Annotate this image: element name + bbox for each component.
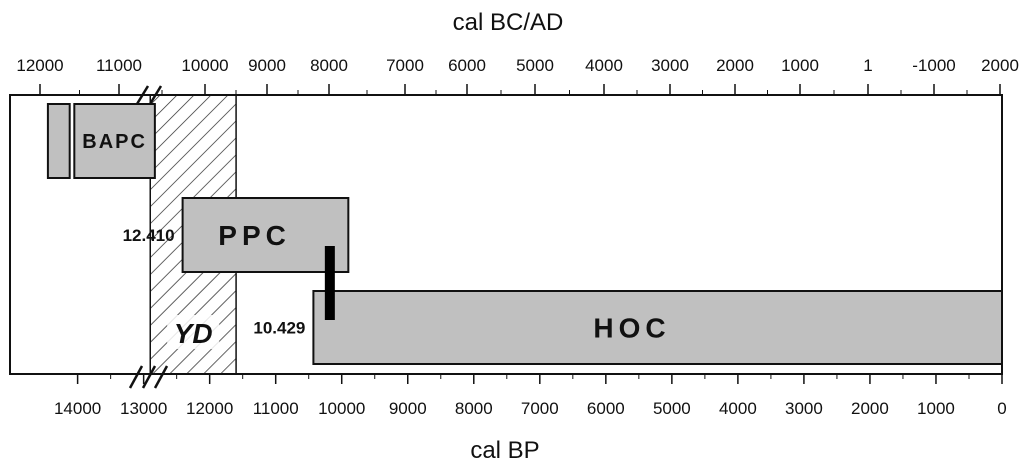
bottom-tick-label: 4000 [719,399,757,418]
period-box-unlabeled [46,103,71,179]
period-label-bapc: BAPC [82,131,147,153]
bottom-tick-label: 2000 [851,399,889,418]
bottom-tick-label: 7000 [521,399,559,418]
yd-label: YD [174,318,213,349]
axis-breaks [128,85,169,389]
axis-break-mark [135,85,150,105]
annotation-label: 10.429 [253,319,305,338]
marker-layer [324,246,335,320]
top-axis: 12000 11000 10000 9000 8000 7000 6000 5000 4000 3… [16,56,1019,95]
bottom-tick-label: 3000 [785,399,823,418]
top-tick-label: 11000 [96,56,142,75]
axis-break-mark [141,365,157,389]
bottom-tick-label: 0 [997,399,1006,418]
period-box-ppc [181,197,350,273]
top-tick-label: 1 [863,56,872,75]
bottom-tick-label: 10000 [318,399,365,418]
top-tick-label: 2000 [981,56,1019,75]
annotation-label: 12.410 [123,226,175,245]
period-box-bapc [73,103,156,179]
bottom-tick-label: 12000 [186,399,233,418]
top-tick-label: 5000 [516,56,554,75]
top-tick-label: 1000 [781,56,819,75]
axis-break-mark [148,85,163,105]
top-tick-label: 6000 [448,56,486,75]
period-boxes: BAPC PPC HOC [46,103,1003,365]
axis-break-mark [153,365,169,389]
top-tick-label: 8000 [310,56,348,75]
top-tick-label: 10000 [181,56,228,75]
period-label-hoc: HOC [593,313,670,344]
bottom-tick-label: 8000 [455,399,493,418]
bottom-tick-label: 5000 [653,399,691,418]
bottom-axis-title: cal BP [470,437,539,464]
axis-break-mark [128,365,144,389]
period-box-hoc [312,290,1003,365]
bottom-tick-label: 13000 [120,399,167,418]
top-tick-label: 12000 [16,56,63,75]
top-tick-label: 3000 [651,56,689,75]
top-tick-label: -1000 [912,56,955,75]
period-label-ppc: PPC [218,220,291,251]
top-tick-label: 4000 [585,56,623,75]
bottom-tick-label: 1000 [917,399,955,418]
event-marker [324,246,335,320]
annotations: 12.410 10.429 [123,226,306,338]
bottom-tick-label: 9000 [389,399,427,418]
yd-label-bg [167,315,220,349]
top-tick-label: 9000 [248,56,286,75]
top-axis-title: cal BC/AD [453,9,564,36]
bottom-tick-label: 14000 [54,399,101,418]
bottom-tick-label: 6000 [587,399,625,418]
bottom-tick-label: 11000 [253,399,299,418]
top-tick-label: 2000 [716,56,754,75]
top-tick-label: 7000 [386,56,424,75]
